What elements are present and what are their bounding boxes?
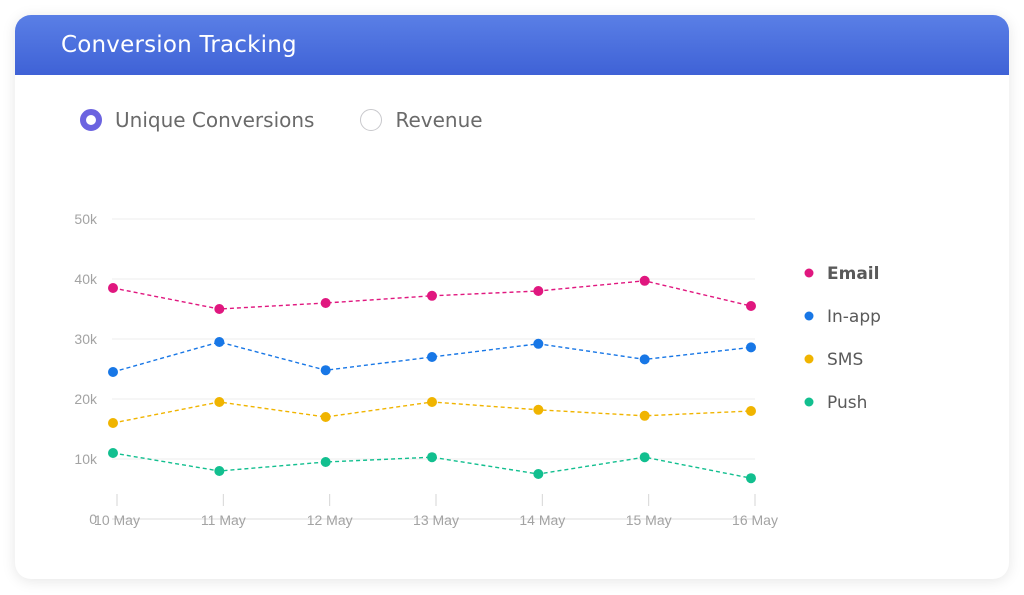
legend-label[interactable]: Email: [827, 264, 879, 284]
data-point[interactable]: [533, 338, 544, 349]
data-point[interactable]: [214, 397, 225, 407]
card-title: Conversion Tracking: [61, 32, 297, 58]
data-point[interactable]: [746, 342, 756, 353]
x-tick-label: 15 May: [626, 512, 672, 528]
conversion-tracking-card: Conversion Tracking: [15, 15, 1009, 579]
legend-marker: [804, 268, 814, 278]
card-header: Conversion Tracking: [15, 15, 1009, 75]
x-tick-label: 13 May: [413, 512, 459, 528]
data-point[interactable]: [320, 457, 331, 467]
y-tick-label: 0: [89, 511, 97, 527]
data-point[interactable]: [427, 397, 437, 407]
radio-unchecked-icon: [360, 109, 383, 131]
data-point[interactable]: [639, 354, 650, 365]
y-axis: 0 10k 20k 30k 40k 50k: [74, 211, 98, 527]
data-point[interactable]: [746, 406, 756, 416]
data-point[interactable]: [108, 418, 118, 428]
data-point[interactable]: [639, 410, 650, 421]
x-tick-label: 10 May: [94, 512, 140, 528]
series-in-app: [108, 337, 756, 377]
data-point[interactable]: [108, 367, 118, 377]
x-tick-label: 14 May: [519, 512, 565, 528]
data-point[interactable]: [533, 404, 544, 415]
data-point[interactable]: [533, 469, 544, 479]
radio-label-revenue: Revenue: [395, 108, 483, 132]
series-sms: [108, 397, 756, 428]
y-tick-label: 10k: [74, 451, 98, 467]
metric-toggle: Unique Conversions Revenue: [80, 108, 483, 132]
legend-label[interactable]: SMS: [827, 350, 863, 370]
radio-checked-icon: [80, 109, 102, 131]
y-tick-label: 40k: [74, 271, 98, 287]
x-tick-label: 16 May: [732, 512, 778, 528]
data-point[interactable]: [746, 473, 756, 484]
data-point[interactable]: [214, 304, 225, 314]
x-tick-label: 11 May: [201, 512, 246, 528]
legend-marker: [804, 397, 814, 407]
data-point[interactable]: [320, 298, 331, 308]
legend-label[interactable]: Push: [827, 393, 867, 413]
radio-unique-conversions[interactable]: Unique Conversions: [80, 108, 314, 132]
y-tick-label: 30k: [74, 331, 98, 347]
series-push: [108, 448, 756, 484]
data-point[interactable]: [427, 452, 437, 463]
y-tick-label: 20k: [74, 391, 98, 407]
data-point[interactable]: [214, 466, 225, 476]
y-tick-label: 50k: [74, 211, 98, 227]
legend-label[interactable]: In-app: [827, 307, 881, 327]
radio-revenue[interactable]: Revenue: [360, 108, 483, 132]
chart-grid: [112, 218, 755, 520]
x-axis: 10 May 11 May 12 May 13 May 14 May 15 May 16 M…: [94, 494, 778, 528]
x-tick-label: 12 May: [307, 512, 353, 528]
data-point[interactable]: [533, 286, 544, 296]
chart-legend: Email In-app SMS Push: [804, 264, 881, 413]
chart-series: [108, 275, 756, 484]
data-point[interactable]: [320, 365, 331, 376]
legend-marker: [804, 311, 814, 321]
data-point[interactable]: [214, 337, 225, 347]
data-point[interactable]: [108, 448, 118, 458]
data-point[interactable]: [639, 452, 650, 463]
data-point[interactable]: [108, 283, 118, 293]
data-point[interactable]: [427, 290, 437, 301]
legend-marker: [804, 354, 814, 364]
radio-label-unique-conversions: Unique Conversions: [115, 108, 315, 132]
series-email: [108, 275, 756, 314]
data-point[interactable]: [427, 352, 437, 362]
data-point[interactable]: [639, 275, 650, 286]
data-point[interactable]: [746, 301, 756, 311]
data-point[interactable]: [320, 412, 331, 422]
